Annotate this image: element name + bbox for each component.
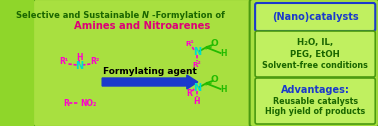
Text: R²: R²	[192, 62, 201, 68]
Text: H: H	[76, 53, 83, 61]
Text: O: O	[210, 39, 218, 49]
Text: R¹: R¹	[59, 57, 68, 67]
Text: NO₂: NO₂	[81, 99, 97, 107]
Text: Solvent-free conditions: Solvent-free conditions	[262, 60, 368, 70]
Text: R¹: R¹	[185, 41, 194, 47]
Text: Selective and Sustainable: Selective and Sustainable	[16, 11, 142, 20]
FancyArrow shape	[102, 75, 198, 89]
Text: Reusable catalysts: Reusable catalysts	[273, 97, 358, 105]
Text: N: N	[142, 11, 149, 20]
Text: R²: R²	[90, 57, 99, 67]
Text: (Nano)catalysts: (Nano)catalysts	[272, 12, 358, 22]
Text: H: H	[194, 97, 200, 105]
Text: High yield of products: High yield of products	[265, 107, 365, 117]
Text: R: R	[63, 99, 69, 107]
Text: H: H	[220, 86, 226, 94]
Text: Advantages:: Advantages:	[281, 85, 350, 95]
FancyBboxPatch shape	[249, 0, 378, 126]
FancyBboxPatch shape	[33, 0, 251, 126]
FancyBboxPatch shape	[255, 78, 375, 124]
Text: Formylating agent: Formylating agent	[102, 67, 197, 76]
Text: N: N	[193, 83, 201, 93]
Text: PEG, EtOH: PEG, EtOH	[290, 50, 340, 58]
Text: N: N	[75, 61, 84, 71]
Text: -Formylation of: -Formylation of	[152, 11, 225, 20]
Text: Amines and Nitroarenes: Amines and Nitroarenes	[74, 21, 210, 31]
Text: H: H	[220, 50, 226, 58]
FancyBboxPatch shape	[255, 31, 375, 77]
Text: O: O	[210, 75, 218, 85]
Text: H₂O, IL,: H₂O, IL,	[297, 39, 333, 48]
Text: N: N	[193, 47, 201, 57]
FancyBboxPatch shape	[255, 3, 375, 31]
Text: R: R	[187, 89, 192, 99]
